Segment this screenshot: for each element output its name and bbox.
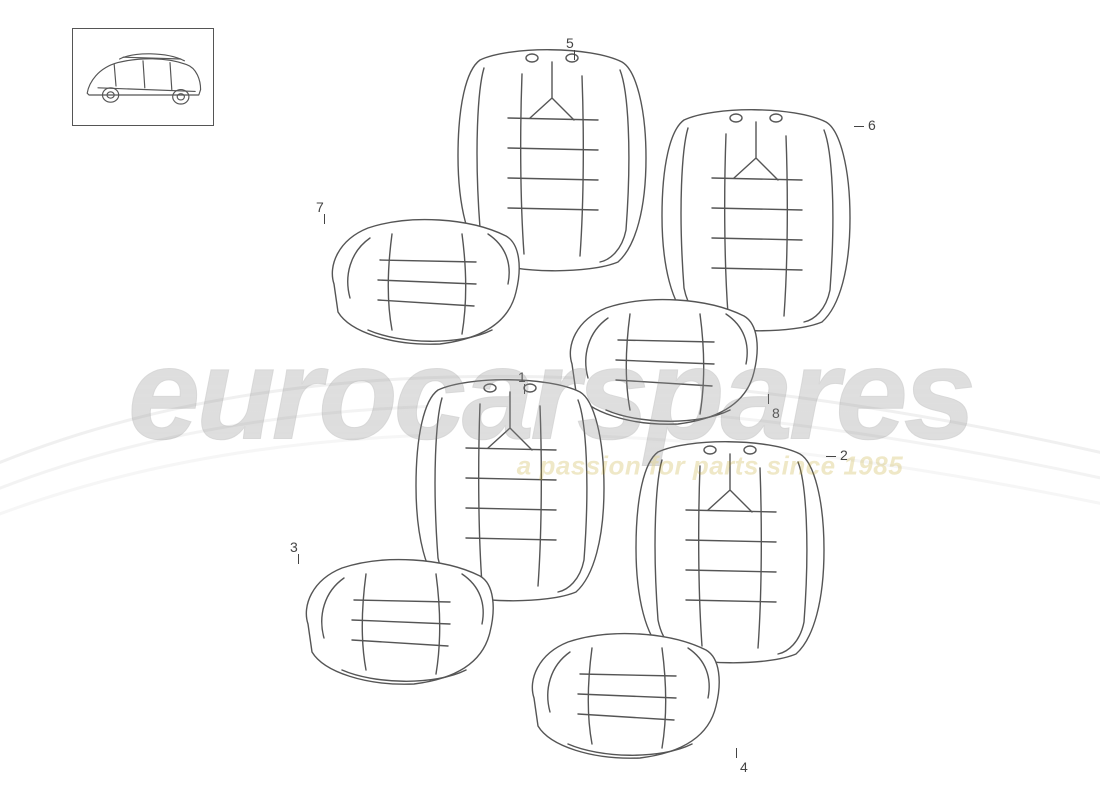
callout-number: 8 [772,405,780,421]
callout-number: 1 [518,369,526,385]
vehicle-icon [80,41,206,113]
part-cushion-4 [520,626,725,766]
part-cushion-3 [294,552,499,692]
callout-1: 1 [518,370,526,384]
callout-6: 6 [868,118,876,132]
callout-3: 3 [290,540,298,554]
callout-number: 3 [290,539,298,555]
callout-2: 2 [840,448,848,462]
diagram-stage: 5 6 7 8 1 2 3 4 eurocarspares a passion … [0,0,1100,800]
part-cushion-7 [320,212,525,352]
callout-8: 8 [772,406,780,420]
callout-number: 6 [868,117,876,133]
callout-number: 4 [740,759,748,775]
vehicle-thumbnail [72,28,214,126]
callout-number: 7 [316,199,324,215]
callout-number: 2 [840,447,848,463]
callout-4: 4 [740,760,748,774]
callout-number: 5 [566,35,574,51]
callout-5: 5 [566,36,574,50]
callout-7: 7 [316,200,324,214]
